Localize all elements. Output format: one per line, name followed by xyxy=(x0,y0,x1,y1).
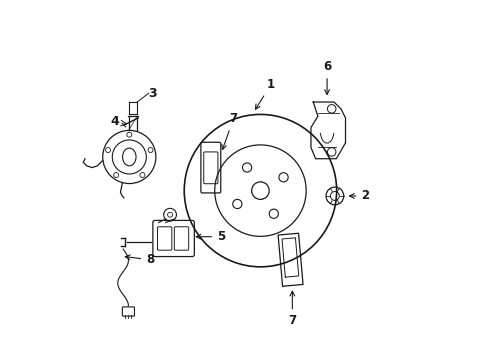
Text: 7: 7 xyxy=(288,291,296,327)
Text: 3: 3 xyxy=(148,87,156,100)
Text: 4: 4 xyxy=(110,115,119,128)
Text: 7: 7 xyxy=(222,112,237,149)
Text: 5: 5 xyxy=(196,230,225,243)
Text: 1: 1 xyxy=(255,78,275,109)
Text: 6: 6 xyxy=(322,60,330,94)
Text: 2: 2 xyxy=(349,189,369,202)
Text: 8: 8 xyxy=(125,253,154,266)
